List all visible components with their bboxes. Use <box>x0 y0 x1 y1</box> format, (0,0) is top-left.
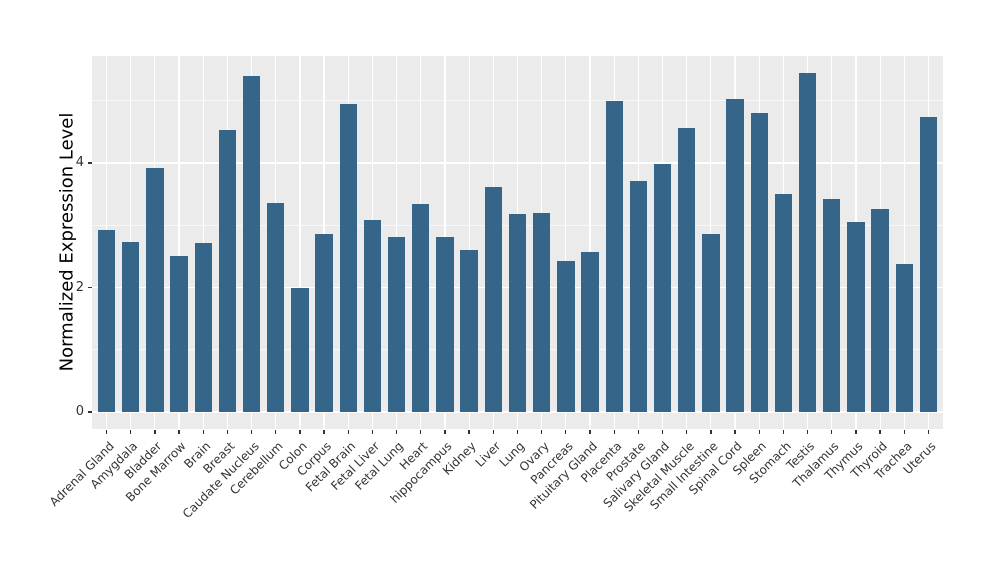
plot-panel <box>92 56 943 429</box>
x-tick-mark <box>516 430 519 434</box>
bar <box>508 214 527 413</box>
x-tick-mark <box>855 430 857 434</box>
bar <box>146 168 164 413</box>
y-tick-label: 0 <box>75 404 84 420</box>
x-tick-mark <box>130 430 132 434</box>
bar <box>170 255 188 413</box>
bar <box>194 243 212 413</box>
bar <box>653 163 672 413</box>
bar <box>581 251 599 413</box>
bar <box>315 234 333 413</box>
x-tick-mark <box>299 430 301 434</box>
y-tick-mark <box>87 411 92 413</box>
x-tick-mark <box>879 430 881 434</box>
x-tick-mark <box>734 430 736 434</box>
x-tick-mark <box>806 430 809 434</box>
x-tick-mark <box>275 430 277 434</box>
bar <box>702 234 720 413</box>
bar <box>363 220 382 413</box>
bar <box>387 237 406 413</box>
y-axis-title: Normalized Expression Level <box>56 112 78 372</box>
x-tick-mark <box>105 430 108 434</box>
x-tick-mark <box>347 430 349 434</box>
bar <box>121 241 140 413</box>
x-tick-mark <box>154 430 156 434</box>
x-tick-mark <box>686 430 688 434</box>
x-tick-mark <box>710 430 712 434</box>
x-tick-mark <box>492 430 494 434</box>
bar <box>218 130 237 413</box>
y-tick-mark <box>87 162 92 164</box>
x-tick-mark <box>371 430 374 434</box>
x-tick-mark <box>323 430 325 434</box>
bar <box>557 261 575 413</box>
gridline-vertical <box>565 56 567 429</box>
x-tick-mark <box>250 430 253 434</box>
x-tick-mark <box>178 430 180 434</box>
bar <box>678 127 696 413</box>
bar <box>436 236 454 413</box>
bar <box>460 250 478 413</box>
x-tick-mark <box>202 430 204 434</box>
bar <box>605 101 623 413</box>
y-tick-label: 4 <box>75 155 84 171</box>
x-tick-mark <box>444 430 446 434</box>
x-tick-mark <box>758 430 760 434</box>
bar <box>412 204 430 413</box>
bar <box>339 103 357 413</box>
bar <box>484 187 503 413</box>
bar <box>97 230 116 413</box>
bar <box>823 199 841 413</box>
x-tick-mark <box>927 430 930 434</box>
x-tick-mark <box>661 430 664 434</box>
x-tick-mark <box>226 430 229 434</box>
bar <box>532 212 551 413</box>
gridline-vertical <box>468 56 470 429</box>
x-tick-mark <box>613 430 615 434</box>
gridline-vertical <box>299 56 301 429</box>
x-tick-mark <box>903 430 905 434</box>
x-tick-mark <box>541 430 543 434</box>
bar <box>895 263 914 413</box>
bar <box>919 117 938 413</box>
y-tick-label: 2 <box>75 279 84 295</box>
x-tick-mark <box>395 430 398 434</box>
bar <box>871 208 889 413</box>
x-tick-mark <box>831 430 833 434</box>
x-tick-mark <box>782 430 785 434</box>
y-tick-mark <box>87 286 92 289</box>
gridline-vertical <box>903 56 905 429</box>
x-tick-mark <box>468 430 470 434</box>
bar <box>291 287 309 413</box>
bar <box>629 180 648 413</box>
bar <box>726 98 744 413</box>
bar <box>798 72 817 413</box>
gridline-vertical <box>178 56 180 429</box>
gridline-vertical <box>202 56 204 429</box>
bar <box>267 202 285 413</box>
bar <box>847 222 865 413</box>
x-tick-mark <box>637 430 640 434</box>
bar <box>242 75 261 413</box>
bars-layer <box>92 56 943 429</box>
x-tick-mark <box>420 430 422 434</box>
x-tick-mark <box>589 430 591 434</box>
bar <box>774 194 793 413</box>
gridline-vertical <box>589 56 591 429</box>
x-tick-label: Liver <box>472 439 504 470</box>
bar <box>750 113 768 413</box>
x-tick-mark <box>565 430 567 434</box>
